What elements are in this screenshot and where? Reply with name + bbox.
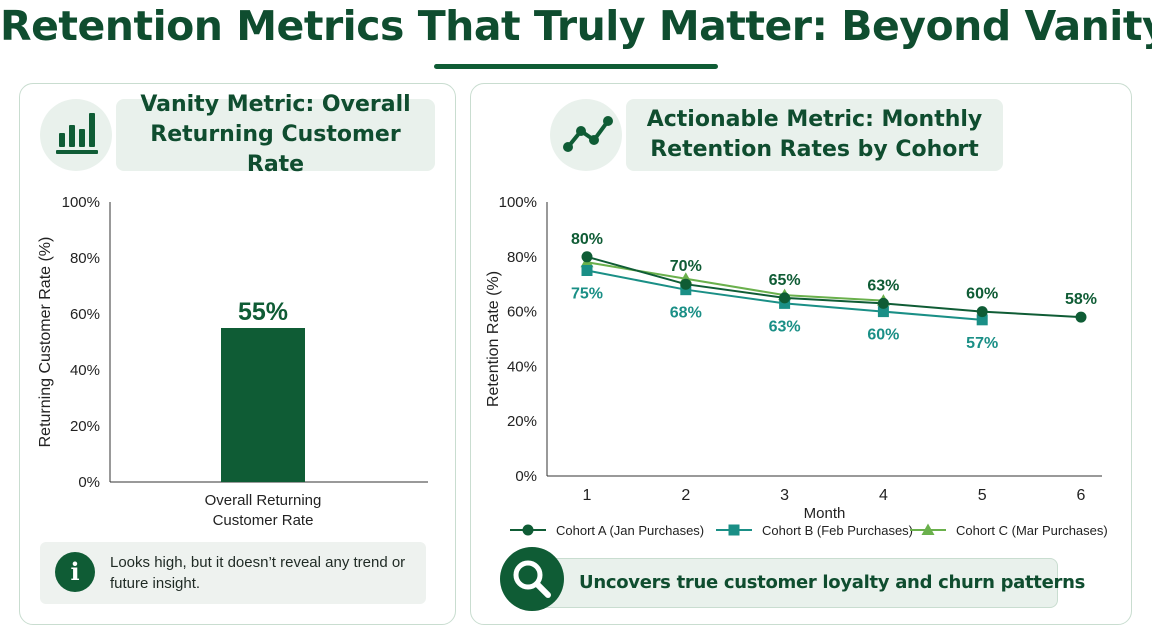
series-triangle [580,255,890,306]
y-tick-label: 0% [78,474,100,491]
cohort-a-value-label: 80% [571,231,603,248]
insight-pill: Uncovers true customer loyalty and churn… [518,558,1086,608]
data-point [1075,311,1087,323]
cohort-a-value-label: 65% [769,272,801,289]
cohort-a-value-label: 63% [867,277,899,294]
x-tick-label: 6 [1077,487,1086,504]
data-point [581,251,593,263]
cohort-b-value-label: 63% [769,318,801,335]
data-point [581,265,593,276]
x-category-label: Customer Rate [213,512,314,529]
bar [221,328,305,482]
series-line [586,255,1082,319]
vanity-note-box: i Looks high, but it doesn’t reveal any … [40,542,426,604]
x-tick-label: 2 [681,487,690,504]
title-underline [434,64,718,69]
legend-marker [728,524,740,536]
cohort-b-value-label: 60% [867,327,899,344]
y-tick-label: 0% [515,468,537,485]
y-tick-label: 20% [507,413,537,430]
info-icon: i [55,552,95,592]
x-tick-label: 3 [780,487,789,504]
vanity-note-text: Looks high, but it doesn’t reveal any tr… [110,554,406,592]
legend-marker [921,523,935,535]
x-axis-title: Month [804,505,846,522]
y-tick-label: 40% [70,362,100,379]
data-point [877,306,889,318]
series-circle [581,251,1087,323]
y-tick-label: 60% [70,306,100,323]
x-tick-label: 4 [879,487,888,504]
legend-label: Cohort C (Mar Purchases) [956,523,1108,538]
actionable-metric-header: Actionable Metric: Monthly Retention Rat… [626,99,1003,171]
y-tick-label: 100% [62,194,100,211]
page-title: Retention Metrics That Truly Matter: Bey… [0,2,1152,50]
cohort-a-value-label: 60% [966,286,998,303]
y-tick-label: 20% [70,418,100,435]
legend-marker [522,524,534,536]
bar-chart-icon [40,99,112,171]
x-tick-label: 5 [978,487,987,504]
y-axis-title: Returning Customer Rate (%) [37,237,54,448]
bar-value-label: 55% [238,298,288,326]
legend-label: Cohort B (Feb Purchases) [762,523,913,538]
y-tick-label: 80% [70,250,100,267]
x-category-label: Overall Returning [205,492,322,509]
cohort-b-value-label: 68% [670,305,702,322]
cohort-b-value-label: 75% [571,286,603,303]
vanity-bar-chart: 0% 20% 40% 60% 80% 100% Returning Customer Rat… [37,194,428,529]
legend-label: Cohort A (Jan Purchases) [556,523,704,538]
cohort-a-value-label: 58% [1065,291,1097,308]
cohort-b-value-label: 57% [966,335,998,352]
data-point [779,292,791,304]
vanity-metric-header: Vanity Metric: Overall Returning Custome… [116,92,435,177]
data-point [877,297,889,309]
actionable-metric-panel [470,83,1132,625]
line-trend-icon [550,99,622,171]
magnifier-icon [500,547,564,611]
y-tick-label: 60% [507,304,537,321]
y-tick-label: 100% [499,194,537,211]
data-point [680,278,692,290]
x-tick-label: 1 [583,487,592,504]
y-tick-label: 80% [507,249,537,266]
insight-text: Uncovers true customer loyalty and churn… [579,572,1086,593]
series-line [586,261,884,302]
data-point [976,306,988,318]
cohort-line-chart: 0% 20% 40% 60% 80% 100% 1 2 3 4 5 6 Month Retention R… [485,194,1108,538]
cohort-a-value-label: 70% [670,258,702,275]
y-axis-title: Retention Rate (%) [485,271,502,407]
y-tick-label: 40% [507,358,537,375]
data-point [976,314,988,326]
